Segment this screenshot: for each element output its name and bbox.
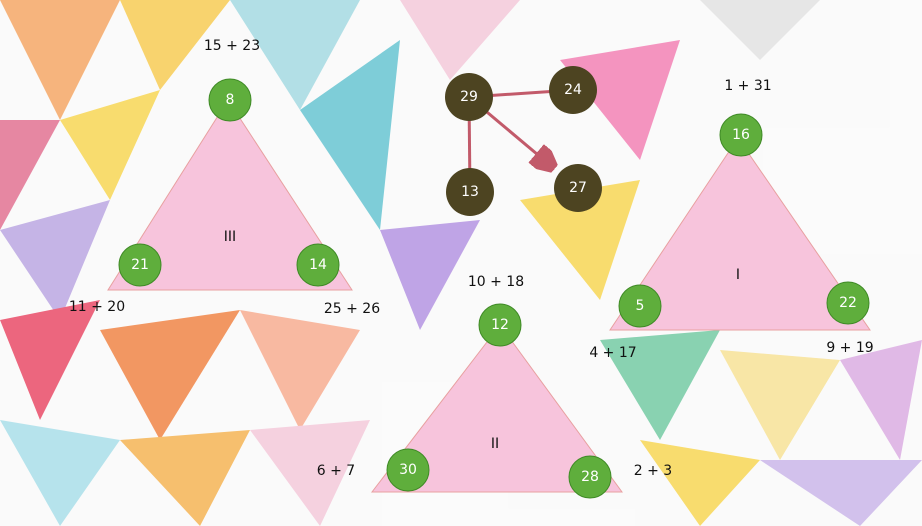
expression: 6 + 7: [317, 463, 355, 479]
vertex-number: 14: [309, 257, 327, 273]
vertex-number: 8: [226, 92, 235, 108]
expression: 11 + 20: [69, 299, 125, 315]
vertex-number: 5: [636, 298, 645, 314]
vertex-number: 16: [732, 127, 750, 143]
vertex-number: 12: [491, 317, 509, 333]
vertex-number: 22: [839, 295, 857, 311]
expression: 15 + 23: [204, 38, 260, 54]
triangle-label: I: [736, 267, 740, 283]
expression: 10 + 18: [468, 274, 524, 290]
vertex-number: 21: [131, 257, 149, 273]
expression: 25 + 26: [324, 301, 380, 317]
expression: 9 + 19: [826, 340, 873, 356]
expression: 2 + 3: [634, 463, 672, 479]
dark-node-number: 24: [564, 82, 582, 98]
vertex-number: 30: [399, 462, 417, 478]
slide: III 8 21 14 15 + 23 11 + 20 25 + 26 I 16 5 22 1 + 3…: [0, 0, 922, 526]
dark-node-number: 13: [461, 184, 479, 200]
triangle-label: II: [491, 436, 499, 452]
expression: 1 + 31: [724, 78, 771, 94]
dark-node-number: 29: [460, 89, 478, 105]
dark-node-number: 27: [569, 180, 587, 196]
triangle-label: III: [224, 229, 236, 245]
vertex-number: 28: [581, 469, 599, 485]
expression: 4 + 17: [589, 345, 636, 361]
